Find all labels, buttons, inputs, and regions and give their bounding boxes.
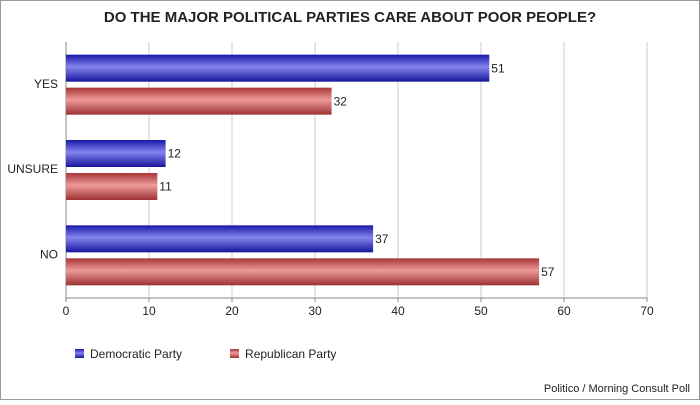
chart-title: DO THE MAJOR POLITICAL PARTIES CARE ABOU… xyxy=(104,9,596,26)
x-tick-label: 70 xyxy=(640,304,654,318)
y-tick-label: YES xyxy=(34,77,58,91)
legend-label: Republican Party xyxy=(245,347,336,361)
bar xyxy=(66,54,490,82)
x-tick-label: 40 xyxy=(391,304,405,318)
x-tick-label: 20 xyxy=(225,304,239,318)
data-label: 37 xyxy=(375,232,389,246)
data-label: 57 xyxy=(541,265,555,279)
x-tick-label: 60 xyxy=(557,304,571,318)
bar xyxy=(66,87,332,115)
bar xyxy=(66,258,540,286)
data-label: 32 xyxy=(334,94,348,108)
data-label: 51 xyxy=(491,61,505,75)
data-label: 11 xyxy=(159,180,172,194)
source-note: Politico / Morning Consult Poll xyxy=(544,383,690,395)
y-tick-label: UNSURE xyxy=(7,162,58,176)
x-tick-label: 0 xyxy=(63,304,70,318)
x-tick-label: 50 xyxy=(474,304,488,318)
y-tick-label: NO xyxy=(40,248,58,262)
legend-swatch xyxy=(75,349,84,358)
bar xyxy=(66,173,158,200)
x-tick-label: 10 xyxy=(142,304,156,318)
bar xyxy=(66,140,166,167)
data-label: 12 xyxy=(168,147,182,161)
x-tick-label: 30 xyxy=(308,304,322,318)
bar xyxy=(66,225,374,253)
legend-label: Democratic Party xyxy=(90,347,182,361)
legend-swatch xyxy=(230,349,240,358)
